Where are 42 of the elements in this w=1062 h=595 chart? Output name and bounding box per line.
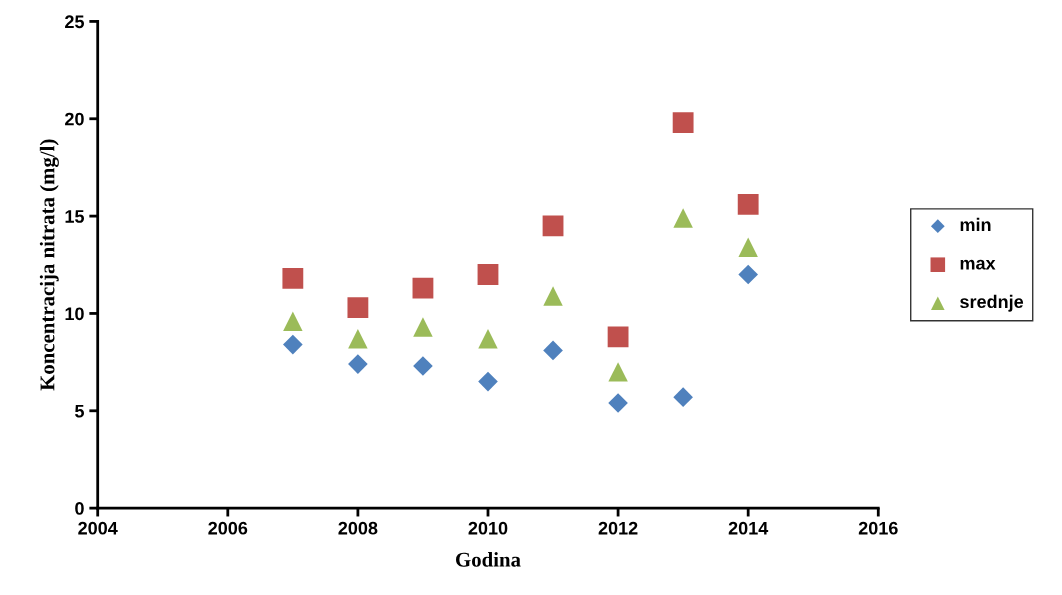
point [478,371,498,392]
x-tick-label: 2016 [858,521,898,535]
point [477,264,499,285]
x-tick-label: 2010 [468,521,508,535]
point [413,317,433,337]
y-tick-label: 25 [65,15,85,29]
legend-label: srednje [960,294,1024,312]
y-tick-label: 20 [65,112,84,126]
point [348,354,368,374]
point [608,362,628,382]
y-axis-title: Koncentracija nitrata (mg/l) [39,139,59,391]
point [737,194,759,215]
x-tick-label: 2014 [728,521,769,535]
point [282,267,304,289]
y-tick-label: 0 [75,502,84,515]
point [738,264,758,285]
y-tick-label: 5 [75,404,85,418]
point [413,356,433,376]
x-tick-label: 2012 [598,521,638,535]
legend-label: max [960,259,996,270]
point [738,237,758,257]
x-tick-label: 2006 [208,521,248,535]
point [347,297,369,319]
y-tick-label: 10 [65,307,84,321]
point [478,329,498,349]
point [543,286,563,306]
x-tick-label: 2008 [338,521,378,535]
point [542,215,564,237]
point [348,329,368,349]
x-tick-label: 2004 [78,521,118,535]
point [608,393,628,413]
point [673,387,693,407]
legend-label: min [960,217,991,231]
x-axis-title: Godina [456,552,521,567]
point [607,326,629,348]
point [412,277,434,299]
point [543,340,563,361]
point [672,112,694,134]
point [283,311,303,331]
point [283,334,303,355]
point [673,208,693,228]
y-tick-label: 15 [65,210,85,223]
